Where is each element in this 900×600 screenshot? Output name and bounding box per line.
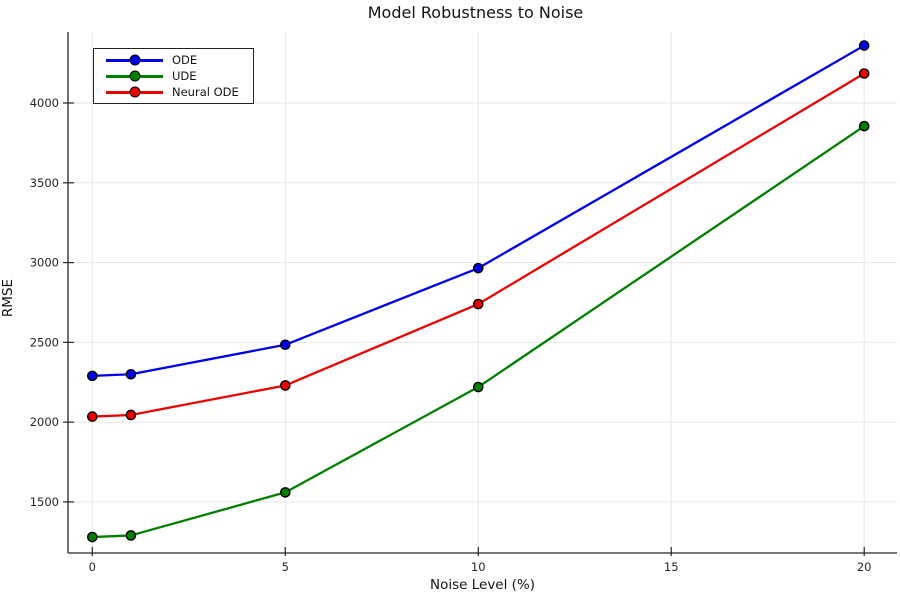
- legend-line-marker-sample: [106, 70, 163, 82]
- legend-marker-icon: [129, 70, 140, 82]
- data-point-neural-ode: [87, 411, 98, 422]
- data-point-neural-ode: [472, 298, 484, 310]
- data-point-neural-ode: [858, 68, 870, 79]
- y-tick-label: 3000: [30, 256, 59, 270]
- x-tick-label: 0: [89, 560, 96, 574]
- data-point-neural-ode: [279, 380, 291, 391]
- legend-marker-icon: [129, 54, 140, 66]
- data-point-ode: [87, 370, 98, 382]
- legend-item-ude: UDE: [106, 68, 239, 84]
- x-tick-label: 10: [471, 560, 486, 574]
- chart-title: Model Robustness to Noise: [367, 3, 584, 22]
- legend-label: UDE: [172, 69, 197, 83]
- legend-marker-icon: [129, 86, 140, 98]
- y-tick-label: 2000: [30, 415, 59, 429]
- data-point-ode: [472, 262, 484, 274]
- legend-item-neural-ode: Neural ODE: [106, 84, 239, 100]
- x-tick-label: 15: [664, 560, 679, 574]
- legend-label: Neural ODE: [172, 85, 239, 99]
- data-point-ude: [87, 531, 98, 543]
- legend-item-ode: ODE: [106, 52, 239, 68]
- legend-label: ODE: [172, 53, 198, 67]
- x-tick-label: 20: [857, 560, 872, 574]
- data-point-ode: [279, 339, 291, 351]
- y-tick-label: 4000: [30, 96, 59, 110]
- data-point-ude: [279, 487, 291, 498]
- x-axis-label: Noise Level (%): [429, 577, 536, 593]
- y-tick-label: 1500: [30, 495, 59, 509]
- y-tick-label: 3500: [30, 176, 59, 190]
- x-tick-label: 5: [282, 560, 289, 574]
- data-point-ude: [125, 530, 137, 541]
- legend: ODE UDE Neural ODE: [93, 48, 254, 104]
- legend-line-marker-sample: [106, 54, 163, 66]
- data-point-ude: [472, 381, 484, 393]
- legend-line-marker-sample: [106, 86, 163, 98]
- y-tick-label: 2500: [30, 335, 59, 349]
- data-point-ude: [858, 120, 870, 132]
- data-point-ode: [858, 40, 870, 51]
- data-point-neural-ode: [125, 409, 137, 421]
- data-point-ode: [125, 368, 137, 380]
